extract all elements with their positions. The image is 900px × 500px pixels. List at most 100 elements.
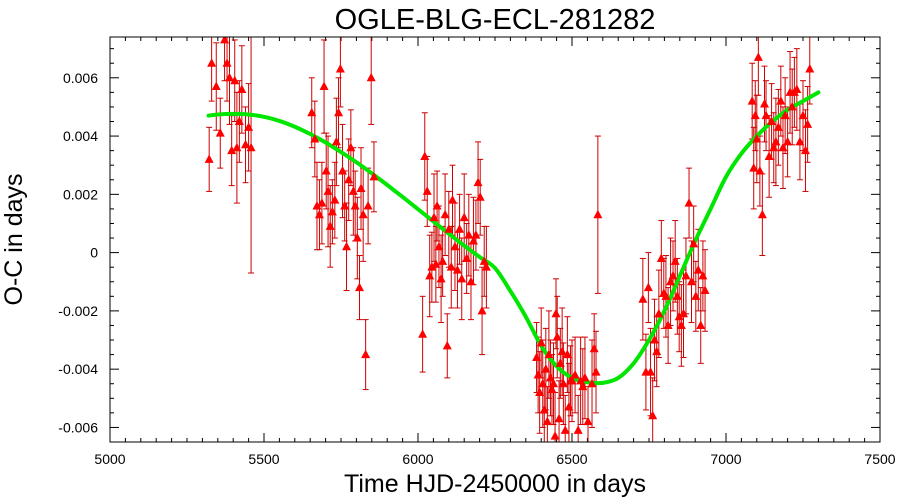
data-point xyxy=(346,142,356,152)
data-point xyxy=(450,241,460,251)
data-point xyxy=(473,177,483,187)
data-point xyxy=(438,256,448,265)
data-point xyxy=(587,378,597,388)
data-point xyxy=(350,200,360,210)
data-point xyxy=(455,224,465,233)
data-point xyxy=(666,276,676,286)
data-point xyxy=(752,133,762,143)
data-point xyxy=(776,96,786,105)
data-point xyxy=(314,209,324,219)
data-point xyxy=(700,285,710,294)
data-point xyxy=(668,270,678,280)
data-point xyxy=(446,262,456,271)
data-point xyxy=(583,416,593,426)
data-point xyxy=(564,402,574,411)
data-point xyxy=(323,186,333,195)
data-point xyxy=(244,122,254,131)
data-point xyxy=(533,369,543,379)
data-point xyxy=(352,233,362,242)
error-bars-layer xyxy=(206,37,813,442)
fit-curve-layer xyxy=(206,90,821,386)
data-point xyxy=(545,372,555,382)
data-point xyxy=(761,110,771,120)
data-point xyxy=(312,200,322,210)
data-point xyxy=(795,136,805,146)
data-point xyxy=(427,262,437,271)
data-point xyxy=(696,320,706,329)
y-tick-label: -0.002 xyxy=(58,303,98,319)
y-tick-label: 0.002 xyxy=(63,186,98,202)
data-point xyxy=(551,308,561,318)
data-point xyxy=(354,282,364,292)
axis-ticks-layer: 5000 5500 6000 6500 7000 7500 -0.006 -0.004 -0.0… xyxy=(58,37,896,467)
data-point xyxy=(687,276,697,286)
data-point xyxy=(681,270,691,280)
data-point xyxy=(334,107,344,117)
data-point xyxy=(674,311,684,321)
data-point xyxy=(552,332,562,341)
data-point xyxy=(237,84,247,93)
data-point xyxy=(764,151,774,160)
data-point xyxy=(771,136,781,146)
data-point xyxy=(554,413,564,423)
data-point xyxy=(787,101,797,111)
data-point xyxy=(331,136,341,146)
data-point xyxy=(558,378,568,388)
data-point xyxy=(444,224,454,233)
data-point xyxy=(773,122,783,131)
data-point xyxy=(348,186,358,195)
data-point xyxy=(805,64,815,73)
data-point xyxy=(656,253,666,262)
data-point xyxy=(562,349,572,359)
data-point xyxy=(225,72,235,82)
x-tick-label: 6500 xyxy=(556,451,587,467)
data-point xyxy=(319,81,329,91)
data-point xyxy=(431,259,441,268)
data-point xyxy=(459,212,469,222)
data-point xyxy=(234,116,244,125)
data-point xyxy=(541,364,551,373)
data-point xyxy=(750,110,760,120)
data-point xyxy=(436,273,446,283)
data-point xyxy=(422,186,432,195)
data-point xyxy=(466,276,476,286)
y-tick-label: 0.004 xyxy=(63,128,98,144)
data-point xyxy=(340,200,350,210)
x-tick-label: 7000 xyxy=(710,451,741,467)
data-point xyxy=(767,116,777,125)
data-point xyxy=(778,142,788,152)
data-point xyxy=(757,209,767,219)
data-point xyxy=(207,58,217,67)
x-tick-label: 6000 xyxy=(402,451,433,467)
data-point xyxy=(227,145,237,155)
chart-title: OGLE-BLG-ECL-281282 xyxy=(335,4,656,36)
x-tick-label: 5500 xyxy=(248,451,279,467)
data-point xyxy=(755,166,765,175)
data-point xyxy=(211,81,221,91)
data-point xyxy=(573,425,583,434)
data-point xyxy=(689,238,699,248)
data-point xyxy=(698,270,708,280)
data-point xyxy=(800,145,810,155)
data-point xyxy=(335,64,345,73)
data-point xyxy=(591,367,601,376)
data-point xyxy=(803,119,813,128)
data-point xyxy=(550,431,560,440)
data-point xyxy=(356,183,366,193)
data-point xyxy=(661,291,671,300)
data-point xyxy=(232,142,242,152)
data-point xyxy=(420,151,430,160)
data-point xyxy=(230,75,240,85)
data-point xyxy=(220,37,230,44)
data-point xyxy=(447,195,457,204)
data-point xyxy=(693,265,703,274)
data-point xyxy=(547,384,557,394)
y-tick-label: 0.006 xyxy=(63,70,98,86)
fit-curve xyxy=(206,90,821,386)
data-point xyxy=(570,369,580,379)
data-point xyxy=(691,291,701,300)
data-point xyxy=(654,308,664,318)
data-point xyxy=(652,346,662,356)
data-point xyxy=(344,174,354,184)
